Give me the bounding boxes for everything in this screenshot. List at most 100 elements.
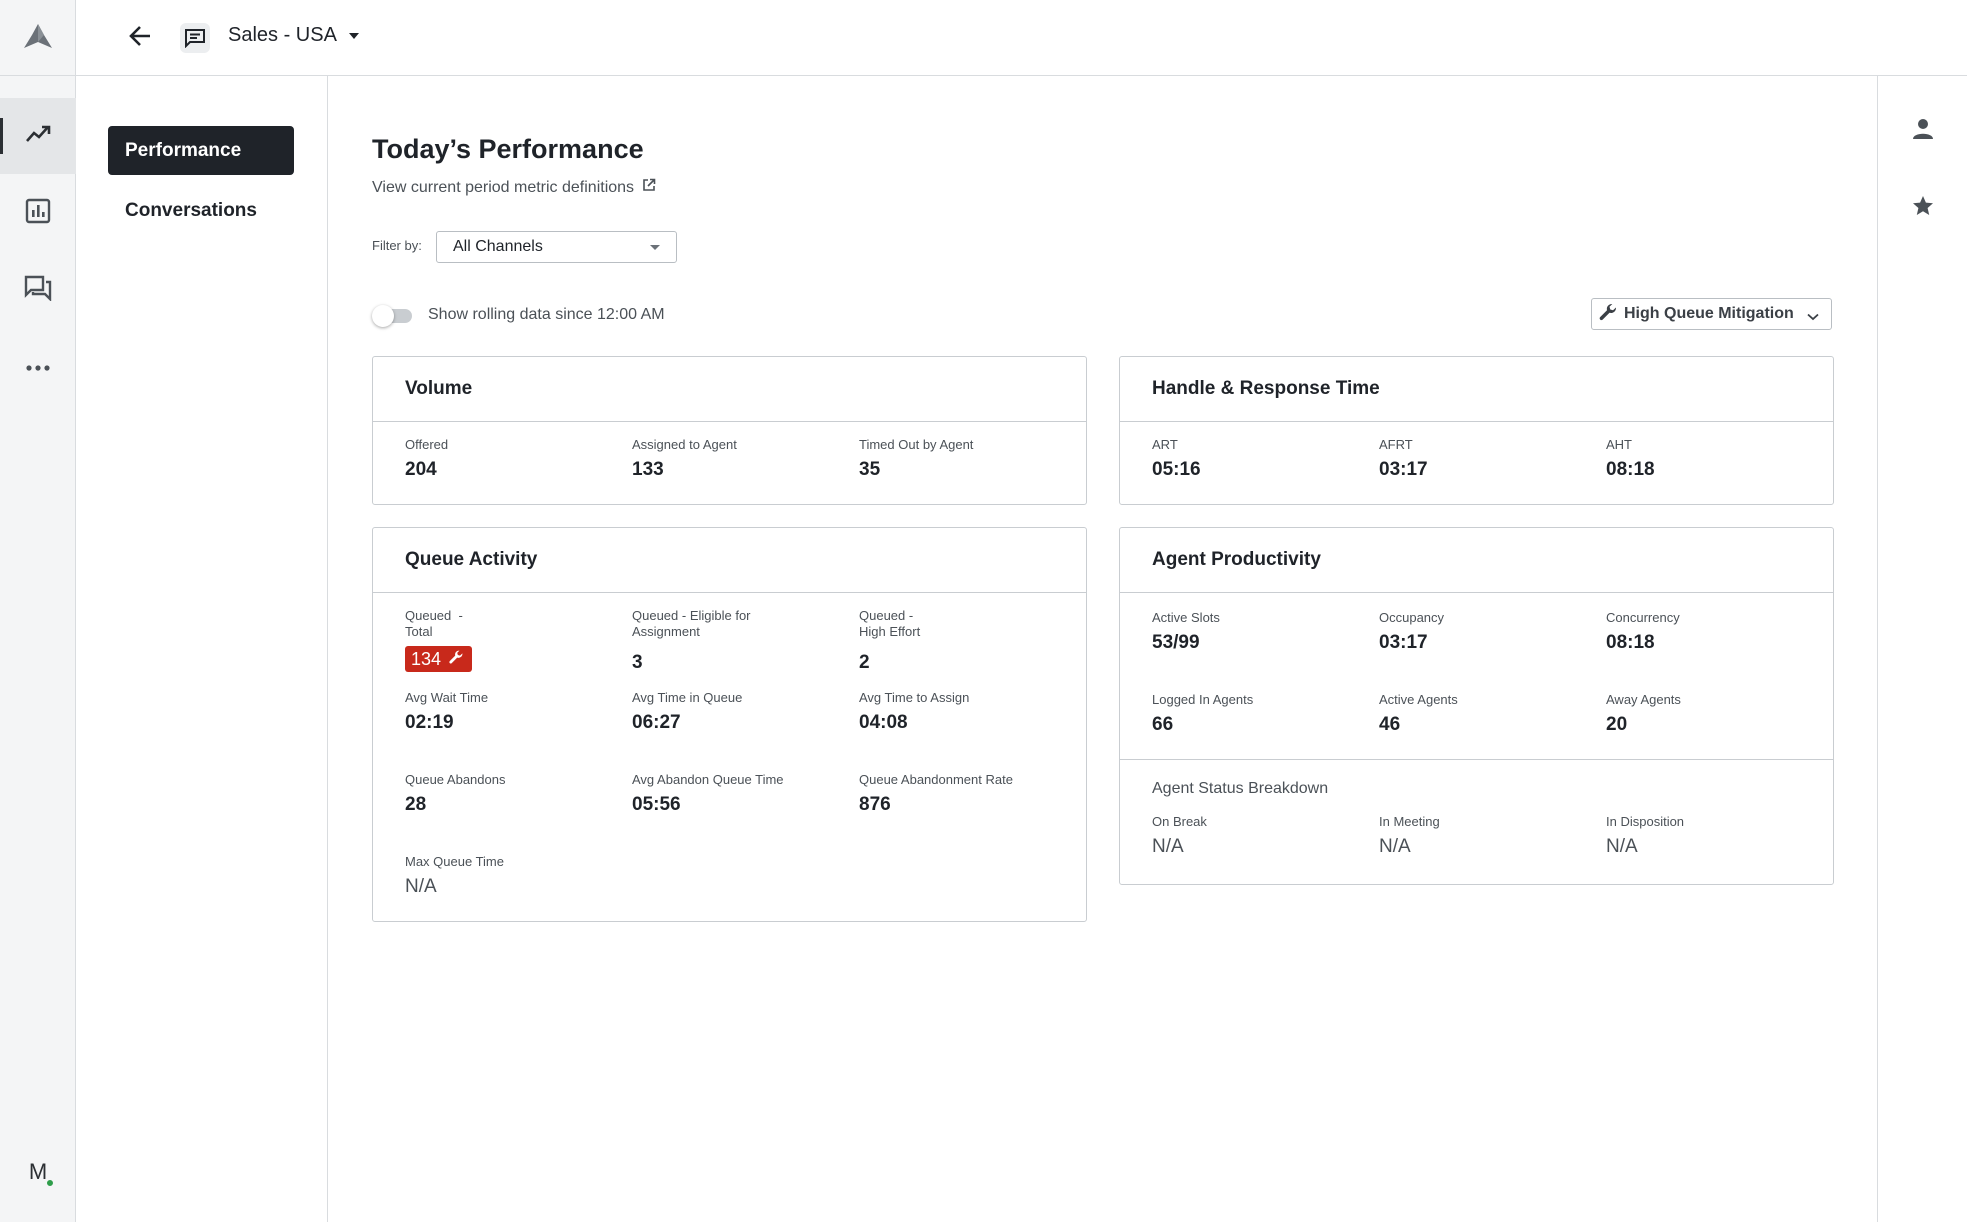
- metric-value: 20: [1606, 714, 1628, 735]
- metric-value: 06:27: [632, 712, 681, 733]
- queue-card-title: Queue Activity: [373, 528, 1086, 593]
- metric-aht: AHT 08:18: [1606, 437, 1655, 481]
- queued-total-alert-badge[interactable]: 134: [405, 646, 473, 672]
- mitigation-label: High Queue Mitigation: [1624, 305, 1794, 322]
- metric-label: Offered: [405, 437, 449, 452]
- metric-label-line1: Queued - Eligible for: [632, 608, 751, 623]
- caret-down-icon: [348, 32, 359, 39]
- metric-value: 3: [632, 652, 643, 673]
- metric-label: On Break: [1152, 814, 1207, 829]
- metric-label: In Disposition: [1606, 814, 1685, 829]
- metric-queue-abandonment-rate: Queue Abandonment Rate 876: [859, 772, 1013, 816]
- metric-value: 03:17: [1379, 632, 1428, 653]
- nav-performance[interactable]: Performance: [108, 126, 294, 175]
- metric-timed-out-by-agent: Timed Out by Agent 35: [859, 437, 973, 481]
- user-initial: M: [28, 1159, 48, 1184]
- metric-in-disposition: In Disposition N/A: [1606, 814, 1684, 858]
- high-queue-mitigation-button[interactable]: High Queue Mitigation: [1591, 298, 1832, 330]
- metric-label: Logged In Agents: [1152, 692, 1254, 707]
- rail-more[interactable]: [0, 329, 76, 405]
- back-button[interactable]: [124, 22, 156, 54]
- metric-value: 02:19: [405, 712, 454, 733]
- filter-label: Filter by:: [372, 238, 422, 253]
- metric-value: 2: [859, 652, 870, 673]
- wrench-icon: [1598, 302, 1618, 327]
- rolling-data-toggle[interactable]: [372, 305, 412, 327]
- metric-label: ART: [1152, 437, 1178, 452]
- metric-value: 28: [405, 794, 427, 815]
- metric-value: N/A: [405, 876, 437, 897]
- metric-avg-abandon-queue-time: Avg Abandon Queue Time 05:56: [632, 772, 784, 816]
- metric-label: Avg Abandon Queue Time: [632, 772, 784, 787]
- page-title: Today’s Performance: [372, 134, 644, 164]
- definitions-link-text: View current period metric definitions: [372, 178, 635, 196]
- more-icon: [26, 358, 50, 376]
- user-avatar[interactable]: M: [22, 1156, 54, 1188]
- metric-label: Avg Time to Assign: [859, 690, 970, 705]
- metric-label: Max Queue Time: [405, 854, 504, 869]
- metric-label: Occupancy: [1379, 610, 1445, 625]
- metric-label: Active Agents: [1379, 692, 1458, 707]
- rolling-data-label: Show rolling data since 12:00 AM: [428, 306, 665, 323]
- chevron-down-icon: [1807, 308, 1819, 326]
- caret-down-icon: [650, 245, 660, 250]
- profile-button[interactable]: [1908, 116, 1938, 146]
- toggle-knob: [372, 305, 394, 327]
- channel-filter-select[interactable]: All Channels: [436, 231, 677, 263]
- section-divider: [1120, 759, 1833, 760]
- volume-card-title: Volume: [373, 357, 1086, 422]
- metric-on-break: On Break N/A: [1152, 814, 1207, 858]
- metric-label-line1: Queued -: [405, 608, 463, 623]
- utility-rail: [1877, 76, 1967, 1222]
- chat-channel-icon: [180, 23, 210, 53]
- metric-avg-time-to-assign: Avg Time to Assign 04:08: [859, 690, 969, 734]
- nav-conversations[interactable]: Conversations: [125, 199, 257, 221]
- metric-afrt: AFRT 03:17: [1379, 437, 1428, 481]
- online-status-dot: [46, 1179, 54, 1187]
- logo-icon[interactable]: [0, 0, 76, 76]
- metric-value: 35: [859, 459, 881, 480]
- external-link-icon: [642, 178, 656, 197]
- metric-label: In Meeting: [1379, 814, 1440, 829]
- metric-label: Timed Out by Agent: [859, 437, 974, 452]
- metric-in-meeting: In Meeting N/A: [1379, 814, 1440, 858]
- metric-value: 03:17: [1379, 459, 1428, 480]
- top-bar: Sales - USA: [76, 0, 1967, 76]
- metric-value: 204: [405, 459, 437, 480]
- rail-performance[interactable]: [0, 98, 76, 174]
- metric-label-line1: Queued -: [859, 608, 914, 623]
- metric-avg-wait-time: Avg Wait Time 02:19: [405, 690, 488, 734]
- metric-label: AHT: [1606, 437, 1632, 452]
- metric-value: N/A: [1152, 836, 1184, 857]
- metric-away-agents: Away Agents 20: [1606, 692, 1681, 736]
- metric-offered: Offered 204: [405, 437, 448, 481]
- alert-value: 134: [411, 648, 442, 669]
- queue-selector[interactable]: Sales - USA: [228, 24, 359, 47]
- metric-queued-total: Queued - Total 134: [405, 608, 473, 672]
- metric-value: 46: [1379, 714, 1401, 735]
- metric-value: 08:18: [1606, 632, 1655, 653]
- metric-label: Avg Time in Queue: [632, 690, 743, 705]
- metric-label: Queue Abandonment Rate: [859, 772, 1013, 787]
- metric-occupancy: Occupancy 03:17: [1379, 610, 1444, 654]
- metric-value: N/A: [1379, 836, 1411, 857]
- metric-label: Active Slots: [1152, 610, 1220, 625]
- reports-chart-icon: [25, 198, 51, 229]
- metric-value: 133: [632, 459, 664, 480]
- metric-value: 05:56: [632, 794, 681, 815]
- metric-label: Concurrency: [1606, 610, 1680, 625]
- metric-label: Assigned to Agent: [632, 437, 737, 452]
- channel-filter-value: All Channels: [453, 238, 543, 255]
- metric-value: 66: [1152, 714, 1174, 735]
- metric-definitions-link[interactable]: View current period metric definitions: [372, 178, 656, 197]
- rail-reports[interactable]: [0, 175, 76, 251]
- rail-conversations[interactable]: [0, 252, 76, 328]
- metric-label: Away Agents: [1606, 692, 1681, 707]
- metric-label-line2: High Effort: [859, 624, 921, 639]
- favorites-button[interactable]: [1908, 193, 1938, 223]
- metric-queue-abandons: Queue Abandons 28: [405, 772, 505, 816]
- metric-queued-eligible: Queued - Eligible for Assignment 3: [632, 608, 751, 674]
- metric-value: N/A: [1606, 836, 1638, 857]
- metric-max-queue-time: Max Queue Time N/A: [405, 854, 504, 898]
- left-rail: M: [0, 0, 76, 1222]
